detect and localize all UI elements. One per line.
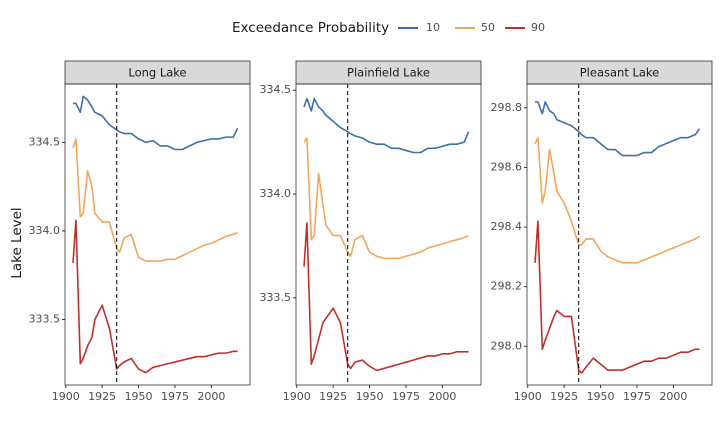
legend-title: Exceedance Probability bbox=[232, 20, 389, 36]
x-tick-label: 1925 bbox=[88, 390, 116, 403]
x-tick-label: 1950 bbox=[125, 390, 153, 403]
legend-label: 50 bbox=[481, 21, 495, 34]
y-tick-label: 334.5 bbox=[29, 135, 61, 148]
x-tick-label: 1900 bbox=[52, 390, 80, 403]
y-tick-label: 333.5 bbox=[29, 312, 61, 325]
y-tick-label: 333.5 bbox=[260, 291, 292, 304]
x-tick-label: 1900 bbox=[283, 390, 311, 403]
x-tick-label: 1950 bbox=[587, 390, 615, 403]
y-axis-label: Lake Level bbox=[9, 207, 25, 278]
series-line bbox=[303, 222, 469, 372]
y-tick-label: 298.2 bbox=[491, 280, 523, 293]
x-tick-label: 1925 bbox=[550, 390, 578, 403]
series-line bbox=[303, 97, 470, 154]
series-line bbox=[534, 136, 701, 264]
panel-title: Long Lake bbox=[128, 66, 186, 80]
x-tick-label: 1975 bbox=[623, 390, 651, 403]
panel-border bbox=[295, 83, 482, 386]
y-tick-label: 298.4 bbox=[491, 220, 523, 233]
x-tick-label: 2000 bbox=[197, 390, 225, 403]
x-tick-label: 1975 bbox=[161, 390, 189, 403]
panel-border bbox=[526, 83, 713, 386]
series-line bbox=[534, 220, 700, 374]
y-tick-label: 334.0 bbox=[29, 224, 61, 237]
x-tick-label: 2000 bbox=[659, 390, 687, 403]
panel-title: Pleasant Lake bbox=[580, 66, 660, 80]
series-line bbox=[73, 95, 239, 151]
panel-title: Plainfield Lake bbox=[347, 66, 430, 80]
y-tick-label: 334.0 bbox=[260, 187, 292, 200]
legend-label: 10 bbox=[426, 21, 440, 34]
x-tick-label: 1925 bbox=[319, 390, 347, 403]
panel-border bbox=[64, 83, 251, 386]
legend-label: 90 bbox=[531, 21, 545, 34]
y-tick-label: 298.8 bbox=[491, 101, 523, 114]
x-tick-label: 1950 bbox=[356, 390, 384, 403]
y-tick-label: 334.5 bbox=[260, 83, 292, 96]
series-line bbox=[535, 101, 701, 157]
x-tick-label: 2000 bbox=[428, 390, 456, 403]
y-tick-label: 298.6 bbox=[491, 160, 523, 173]
series-line bbox=[72, 219, 238, 374]
x-tick-label: 1975 bbox=[392, 390, 420, 403]
y-tick-label: 298.0 bbox=[491, 339, 523, 352]
series-line bbox=[303, 137, 469, 260]
x-tick-label: 1900 bbox=[514, 390, 542, 403]
series-line bbox=[72, 138, 238, 262]
